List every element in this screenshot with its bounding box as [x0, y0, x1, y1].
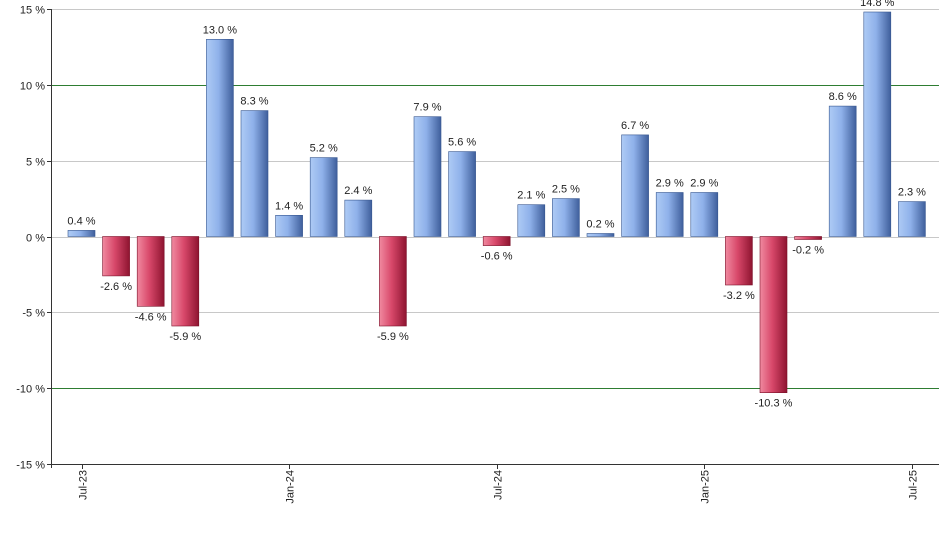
bar-data-label: -4.6 % [135, 311, 167, 323]
bar-data-label: -0.6 % [481, 251, 513, 263]
bar-data-label: 14.8 % [860, 0, 894, 9]
bars [67, 11, 926, 393]
y-tick-label: 15 % [20, 5, 45, 17]
bar [275, 215, 303, 237]
bar-data-label: 0.4 % [67, 215, 95, 227]
x-tick-label: Jan-25 [700, 470, 712, 504]
bar-data-label: 7.9 % [413, 102, 441, 114]
bar-labels: 0.4 %-2.6 %-4.6 %-5.9 %13.0 %8.3 %1.4 %5… [67, 0, 926, 410]
bar-data-label: -0.2 % [792, 245, 824, 257]
bar [309, 157, 338, 237]
bar [136, 236, 165, 307]
bar-data-label: 8.6 % [829, 91, 857, 103]
y-tick-label: 0 % [26, 233, 45, 245]
bar [759, 236, 788, 393]
y-tick-label: 5 % [26, 157, 45, 169]
bar [586, 233, 615, 237]
bar [863, 11, 892, 237]
x-tick-label: Jan-24 [285, 470, 297, 504]
x-tick-label: Jul-23 [78, 470, 90, 500]
bar-data-label: 1.4 % [275, 200, 303, 212]
bar-data-label: 13.0 % [203, 24, 237, 36]
bar [379, 236, 407, 327]
bar [482, 236, 511, 246]
bar [102, 236, 130, 277]
bar [206, 38, 234, 237]
y-tick-labels: 15 % 10 % 5 % 0 % -5 % -10 % -15 % [16, 5, 45, 472]
bar-data-label: -5.9 % [169, 331, 201, 343]
y-tick-label: 10 % [20, 81, 45, 93]
bar-data-label: 6.7 % [621, 120, 649, 132]
bar [344, 199, 373, 237]
bar [413, 116, 442, 237]
axes [47, 9, 939, 469]
bar-data-label: -2.6 % [100, 281, 132, 293]
bar-data-label: 2.5 % [552, 184, 580, 196]
x-tick-label: Jul-25 [908, 470, 920, 500]
bar-data-label: -5.9 % [377, 331, 409, 343]
bar-data-label: 2.4 % [344, 185, 372, 197]
bar [448, 151, 476, 237]
bar [898, 201, 926, 237]
bar [517, 204, 546, 237]
bar [240, 110, 269, 237]
bar [794, 236, 822, 240]
x-tick-label: Jul-24 [493, 470, 505, 500]
bar [171, 236, 200, 327]
bar [725, 236, 753, 286]
bar [552, 198, 580, 237]
bar-data-label: 5.6 % [448, 137, 476, 149]
bar-data-label: 2.3 % [898, 187, 926, 199]
y-tick-label: -5 % [22, 308, 45, 320]
y-tick-label: -15 % [16, 460, 45, 472]
bar-data-label: -10.3 % [755, 398, 793, 410]
bar-data-label: 2.9 % [656, 178, 684, 190]
bar-data-label: 0.2 % [586, 219, 614, 231]
bar [828, 105, 857, 237]
bar-data-label: 2.9 % [690, 178, 718, 190]
bar [690, 192, 719, 237]
x-tick-labels: Jul-23 Jan-24 Jul-24 Jan-25 Jul-25 [78, 470, 920, 504]
bar-data-label: -3.2 % [723, 290, 755, 302]
bar-data-label: 5.2 % [310, 143, 338, 155]
bar [655, 192, 684, 237]
bar-data-label: 8.3 % [240, 96, 268, 108]
bar [67, 230, 96, 237]
bar [621, 134, 649, 237]
bar-data-label: 2.1 % [517, 190, 545, 202]
y-tick-label: -10 % [16, 384, 45, 396]
